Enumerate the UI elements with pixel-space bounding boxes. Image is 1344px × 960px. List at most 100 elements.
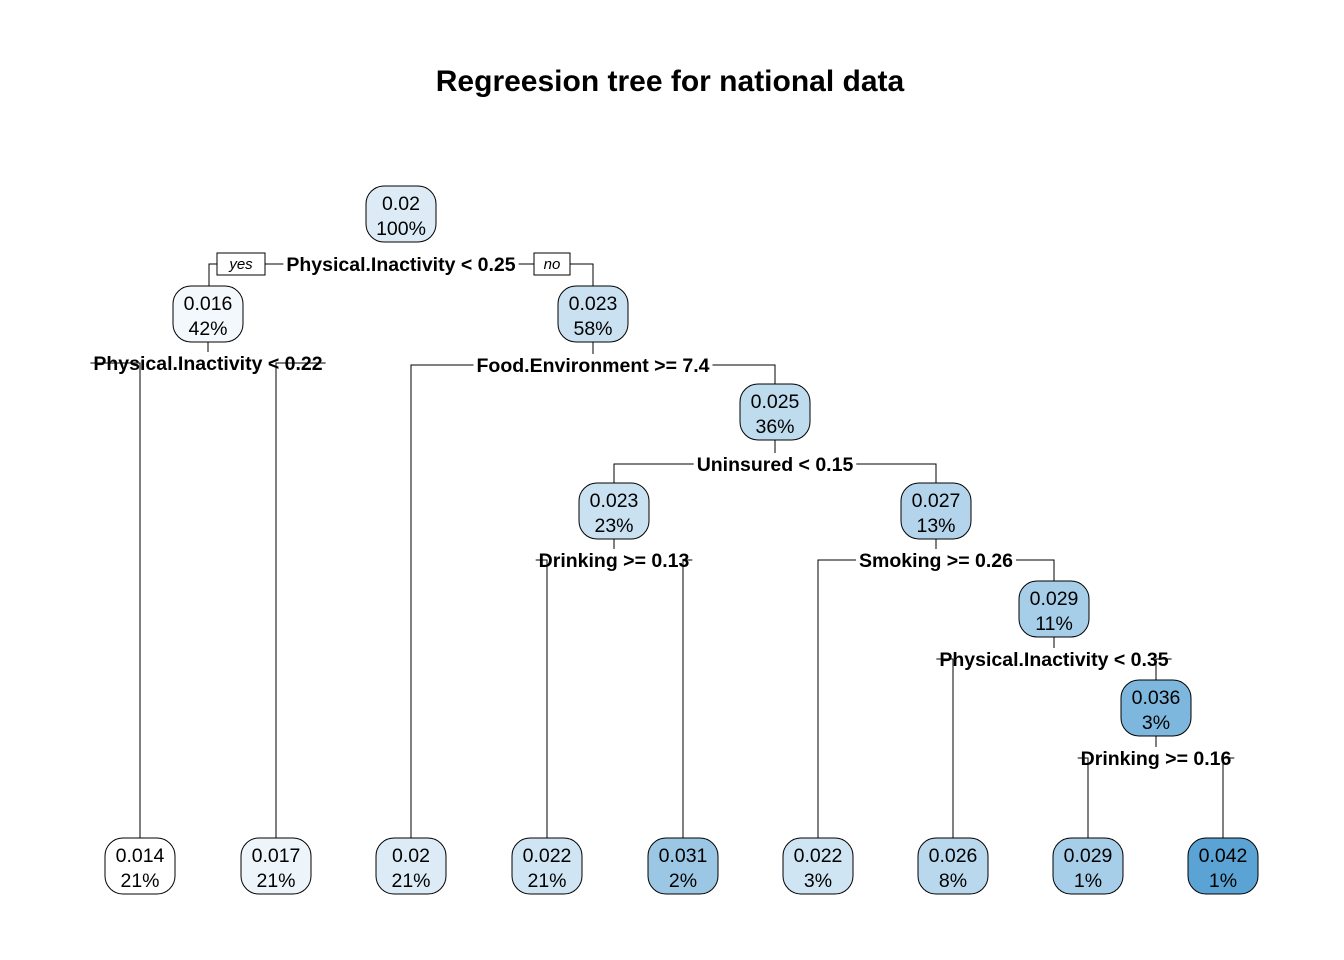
split-label-s1: Physical.Inactivity < 0.25: [286, 254, 515, 276]
edge-s15-right: [1015, 559, 1055, 581]
split-label-s14: Drinking >= 0.13: [539, 550, 690, 572]
node-L1: 0.014 21%: [104, 837, 176, 895]
node-n15: 0.027 13%: [900, 482, 972, 540]
node-box-n1: [365, 185, 437, 243]
edge-s2-right: [275, 362, 326, 838]
node-box-n7: [739, 383, 811, 441]
node-L6: 0.022 3%: [782, 837, 854, 895]
branch-tags: yes no: [216, 252, 571, 276]
node-pct-L7: 8%: [939, 870, 967, 892]
split-labels: Physical.Inactivity < 0.25 Physical.Inact…: [93, 254, 1231, 770]
node-L8: 0.029 1%: [1052, 837, 1124, 895]
node-n14: 0.023 23%: [578, 482, 650, 540]
node-pct-n1: 100%: [376, 218, 426, 240]
node-value-n63: 0.036: [1132, 687, 1181, 709]
node-value-n31: 0.029: [1030, 588, 1079, 610]
node-L4: 0.022 21%: [511, 837, 583, 895]
node-value-L6: 0.022: [794, 845, 843, 867]
node-box-n2: [172, 285, 244, 343]
node-pct-L1: 21%: [120, 870, 159, 892]
node-n31: 0.029 11%: [1018, 580, 1090, 638]
edge-s63-left: [1077, 757, 1089, 838]
node-box-L5: [647, 837, 719, 895]
node-value-n15: 0.027: [912, 490, 961, 512]
node-value-L1: 0.014: [116, 845, 165, 867]
node-box-n63: [1120, 679, 1192, 737]
node-box-L8: [1052, 837, 1124, 895]
split-label-s7: Uninsured < 0.15: [697, 454, 854, 476]
node-box-L4: [511, 837, 583, 895]
tree-edges: [90, 263, 1235, 838]
node-box-n14: [578, 482, 650, 540]
node-pct-n14: 23%: [594, 515, 633, 537]
node-value-n1: 0.02: [382, 193, 420, 215]
edge-s63-right: [1222, 757, 1235, 838]
edge-s3-right: [712, 364, 776, 384]
node-value-L5: 0.031: [659, 845, 708, 867]
edge-s15-left: [817, 559, 857, 838]
split-label-s63: Drinking >= 0.16: [1081, 748, 1232, 770]
node-n3: 0.023 58%: [557, 285, 629, 343]
chart-title: Regreesion tree for national data: [436, 65, 905, 98]
node-box-L3: [375, 837, 447, 895]
edge-s14-left: [535, 559, 548, 838]
node-value-L9: 0.042: [1199, 845, 1248, 867]
node-box-L6: [782, 837, 854, 895]
node-pct-L2: 21%: [256, 870, 295, 892]
node-box-n15: [900, 482, 972, 540]
split-label-s2: Physical.Inactivity < 0.22: [93, 353, 322, 375]
branch-tag-no-box: [533, 252, 571, 276]
node-pct-n31: 11%: [1035, 613, 1073, 635]
node-pct-L8: 1%: [1074, 870, 1102, 892]
branch-tag-yes: yes: [216, 252, 266, 276]
node-value-n3: 0.023: [569, 293, 618, 315]
node-box-n3: [557, 285, 629, 343]
node-pct-L5: 2%: [669, 870, 697, 892]
edge-s31-right: [1155, 658, 1172, 680]
branch-tag-no-label: no: [544, 256, 561, 273]
node-pct-L6: 3%: [804, 870, 832, 892]
edge-s3-left: [410, 364, 474, 838]
node-n2: 0.016 42%: [172, 285, 244, 343]
edge-s31-left: [936, 658, 954, 838]
edge-s2-left: [90, 362, 141, 838]
branch-tag-yes-box: [216, 252, 266, 276]
node-value-L7: 0.026: [929, 845, 978, 867]
node-box-L1: [104, 837, 176, 895]
node-n63: 0.036 3%: [1120, 679, 1192, 737]
branch-tag-yes-label: yes: [228, 256, 253, 273]
node-box-L9: [1187, 837, 1259, 895]
node-pct-n63: 3%: [1142, 712, 1170, 734]
branch-tag-no: no: [533, 252, 571, 276]
node-pct-n3: 58%: [573, 318, 612, 340]
node-value-L2: 0.017: [252, 845, 301, 867]
node-L7: 0.026 8%: [917, 837, 989, 895]
node-value-n2: 0.016: [184, 293, 233, 315]
node-pct-L4: 21%: [527, 870, 566, 892]
node-value-L3: 0.02: [392, 845, 430, 867]
edge-s7-left: [613, 463, 694, 483]
tree-nodes: 0.02 100% 0.016 42% 0.023 58% 0.025 36% 0.023 23%…: [104, 185, 1259, 895]
split-label-s15: Smoking >= 0.26: [859, 550, 1013, 572]
node-pct-n7: 36%: [755, 416, 794, 438]
node-n1: 0.02 100%: [365, 185, 437, 243]
node-box-L2: [240, 837, 312, 895]
node-value-n7: 0.025: [751, 391, 800, 413]
node-L2: 0.017 21%: [240, 837, 312, 895]
node-L3: 0.02 21%: [375, 837, 447, 895]
node-L9: 0.042 1%: [1187, 837, 1259, 895]
node-box-n31: [1018, 580, 1090, 638]
node-value-L8: 0.029: [1064, 845, 1113, 867]
split-label-s3: Food.Environment >= 7.4: [477, 355, 710, 377]
split-label-s31: Physical.Inactivity < 0.35: [939, 649, 1168, 671]
node-value-L4: 0.022: [523, 845, 572, 867]
node-n7: 0.025 36%: [739, 383, 811, 441]
node-value-n14: 0.023: [590, 490, 639, 512]
node-pct-n2: 42%: [188, 318, 227, 340]
node-pct-L3: 21%: [391, 870, 430, 892]
node-L5: 0.031 2%: [647, 837, 719, 895]
edge-s14-right: [682, 559, 693, 838]
node-pct-n15: 13%: [916, 515, 955, 537]
node-box-L7: [917, 837, 989, 895]
